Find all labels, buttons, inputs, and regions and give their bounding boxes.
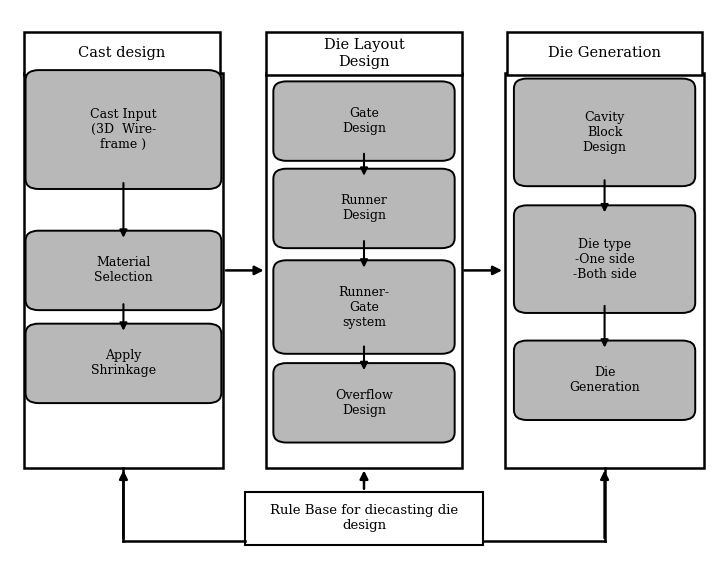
FancyBboxPatch shape [25,324,221,403]
Bar [266,32,462,75]
Bar [505,73,703,468]
FancyBboxPatch shape [273,260,455,354]
Text: Cavity
Block
Design: Cavity Block Design [582,111,627,154]
Text: Rule Base for diecasting die
design: Rule Base for diecasting die design [270,504,458,533]
Text: Die Generation: Die Generation [548,47,661,60]
Text: Runner-
Gate
system: Runner- Gate system [339,286,389,328]
Text: Die Layout
Design: Die Layout Design [324,38,404,69]
Text: Die type
-One side
-Both side: Die type -One side -Both side [573,238,636,281]
Text: Gate
Design: Gate Design [342,107,386,135]
Bar [266,73,462,468]
Bar [25,73,223,468]
Text: Apply
Shrinkage: Apply Shrinkage [91,349,156,377]
Bar [507,32,702,75]
Bar [245,492,483,545]
FancyBboxPatch shape [273,363,455,443]
Text: Material
Selection: Material Selection [94,257,153,284]
FancyBboxPatch shape [514,205,695,313]
Text: Die
Generation: Die Generation [569,366,640,394]
FancyBboxPatch shape [514,341,695,420]
FancyBboxPatch shape [273,169,455,248]
FancyBboxPatch shape [25,70,221,189]
Bar [25,32,220,75]
Text: Overflow
Design: Overflow Design [335,389,393,417]
Text: Cast design: Cast design [79,47,166,60]
Text: Cast Input
(3D  Wire-
frame ): Cast Input (3D Wire- frame ) [90,108,157,151]
FancyBboxPatch shape [273,81,455,161]
Text: Runner
Design: Runner Design [341,195,387,222]
FancyBboxPatch shape [514,79,695,186]
FancyBboxPatch shape [25,230,221,310]
